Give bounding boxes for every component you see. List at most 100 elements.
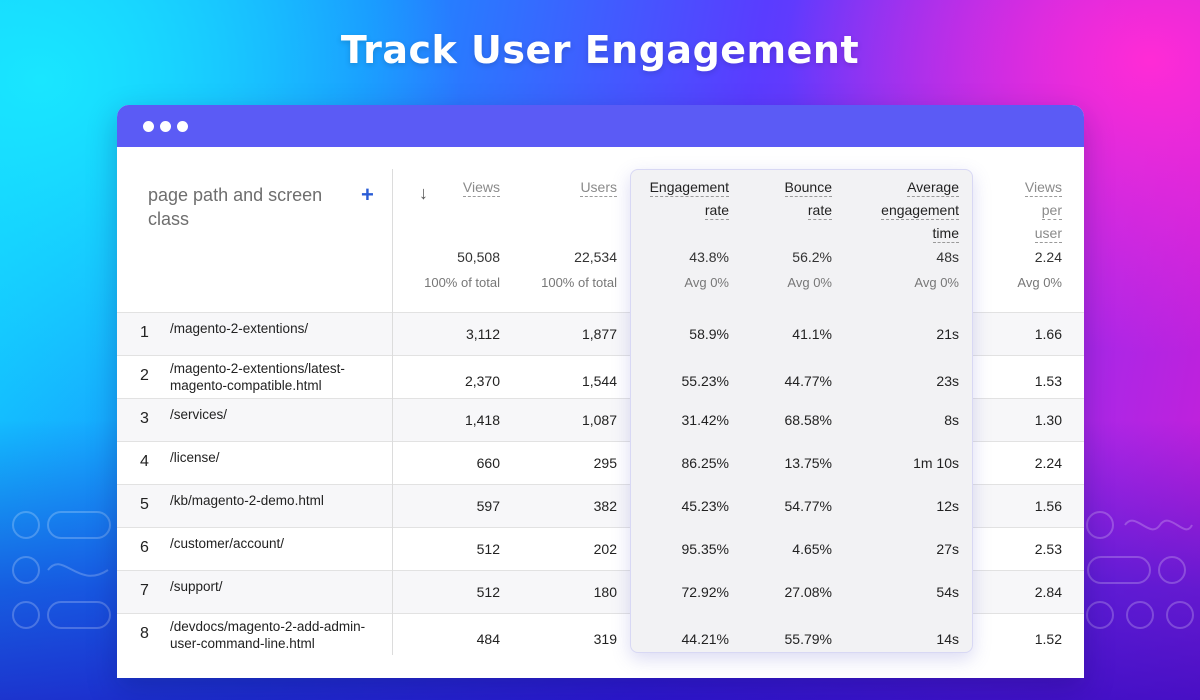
column-total-note: Avg 0% [914,275,959,290]
column-header-3[interactable]: Bounce rate [722,177,832,223]
table-cell: 12s [936,497,959,514]
page-path-link[interactable]: /license/ [170,449,220,465]
table-cell: 45.23% [681,497,729,514]
column-total: 22,534 [574,249,617,265]
table-cell: 27.08% [784,583,832,600]
table-cell: 14s [936,630,959,647]
column-total-note: Avg 0% [684,275,729,290]
row-number: 6 [140,538,149,556]
page-path-link[interactable]: /magento-2-extentions/latest-magento-com… [170,360,345,393]
column-total-note: 100% of total [424,275,500,290]
column-header-2[interactable]: Engagement rate [619,177,729,223]
page-path-link[interactable]: /services/ [170,406,228,422]
column-header-4[interactable]: Average engagement time [849,177,959,246]
table-row[interactable] [117,527,1084,570]
decorative-shapes-left [12,511,111,629]
column-header-text: engagement [881,202,959,220]
column-total: 56.2% [792,249,832,265]
column-total-note: 100% of total [541,275,617,290]
table-cell: 512 [476,583,500,600]
table-cell: 41.1% [792,325,832,342]
table-cell: 382 [593,497,617,514]
window-dot-icon [160,120,171,132]
column-divider [392,169,393,655]
table-cell: 1,544 [581,372,617,389]
column-header-5[interactable]: Views per user [952,177,1062,246]
column-header-text: rate [807,202,832,220]
table-cell: 1.52 [1034,630,1062,647]
table-cell: 2.53 [1034,540,1062,557]
table-cell: 44.21% [681,630,729,647]
table-cell: 58.9% [689,325,729,342]
window-dot-icon [143,120,154,132]
table-cell: 2.84 [1034,583,1062,600]
table-cell: 54.77% [784,497,832,514]
table-cell: 1.66 [1034,325,1062,342]
table-cell: 8s [944,411,959,428]
column-total: 50,508 [457,249,500,265]
page-path-link[interactable]: /kb/magento-2-demo.html [170,492,324,508]
table-cell: 1,877 [581,325,617,342]
column-header-text: Views [1024,179,1062,197]
table-cell: 2,370 [464,372,500,389]
table-cell: 54s [936,583,959,600]
table-cell: 27s [936,540,959,557]
table-cell: 4.65% [792,540,832,557]
row-number: 7 [140,581,149,599]
table-cell: 512 [476,540,500,557]
table-cell: 1.30 [1034,411,1062,428]
table-cell: 1.56 [1034,497,1062,514]
row-number: 2 [140,366,149,384]
table-cell: 1m 10s [913,454,959,471]
table-cell: 1,418 [464,411,500,428]
page-path-link[interactable]: /customer/account/ [170,535,285,551]
table-cell: 95.35% [681,540,729,557]
table-cell: 44.77% [784,372,832,389]
column-header-1[interactable]: Users [507,177,617,200]
column-total: 2.24 [1034,249,1062,265]
table-row[interactable] [117,441,1084,484]
column-header-text: Users [580,179,617,197]
page-path-link[interactable]: /devdocs/magento-2-add-admin-user-comman… [170,618,366,651]
column-header-text: Bounce [784,179,832,197]
table-cell: 2.24 [1034,454,1062,471]
table-cell: 202 [593,540,617,557]
table-cell: 86.25% [681,454,729,471]
table-cell: 597 [476,497,500,514]
table-cell: 319 [593,630,617,647]
column-header-text: user [1034,225,1062,243]
page-path-link[interactable]: /support/ [170,578,223,594]
table-cell: 55.23% [681,372,729,389]
table-cell: 3,112 [466,325,500,342]
row-number: 8 [140,624,149,642]
row-number: 1 [140,323,149,341]
table-cell: 1.53 [1034,372,1062,389]
decorative-shapes-right [1086,511,1194,629]
column-header-0[interactable]: Views [390,177,500,200]
plus-icon[interactable]: + [361,182,374,207]
row-number: 4 [140,452,149,470]
down-arrow-icon[interactable]: ↓ [419,183,428,203]
column-header-text: per [1041,202,1062,220]
table-cell: 295 [593,454,617,471]
table-cell: 484 [476,630,500,647]
table-cell: 55.79% [784,630,832,647]
row-number: 3 [140,409,149,427]
row-number: 5 [140,495,149,513]
table-cell: 180 [593,583,617,600]
page-title: Track User Engagement [340,28,860,72]
page-path-link[interactable]: /magento-2-extentions/ [170,320,309,336]
table-cell: 21s [936,325,959,342]
engagement-table: page path and screen class + ↓ Views 50,5… [117,147,1084,678]
table-cell: 31.42% [681,411,729,428]
table-row[interactable] [117,355,1084,398]
table-cell: 72.92% [681,583,729,600]
browser-window: page path and screen class + ↓ Views 50,5… [117,105,1084,678]
table-cell: 13.75% [784,454,832,471]
column-total-note: Avg 0% [1017,275,1062,290]
table-cell: 68.58% [784,411,832,428]
table-row[interactable] [117,613,1084,656]
column-header-text: Views [462,179,500,197]
column-header-text: Engagement [649,179,729,197]
column-total-note: Avg 0% [787,275,832,290]
